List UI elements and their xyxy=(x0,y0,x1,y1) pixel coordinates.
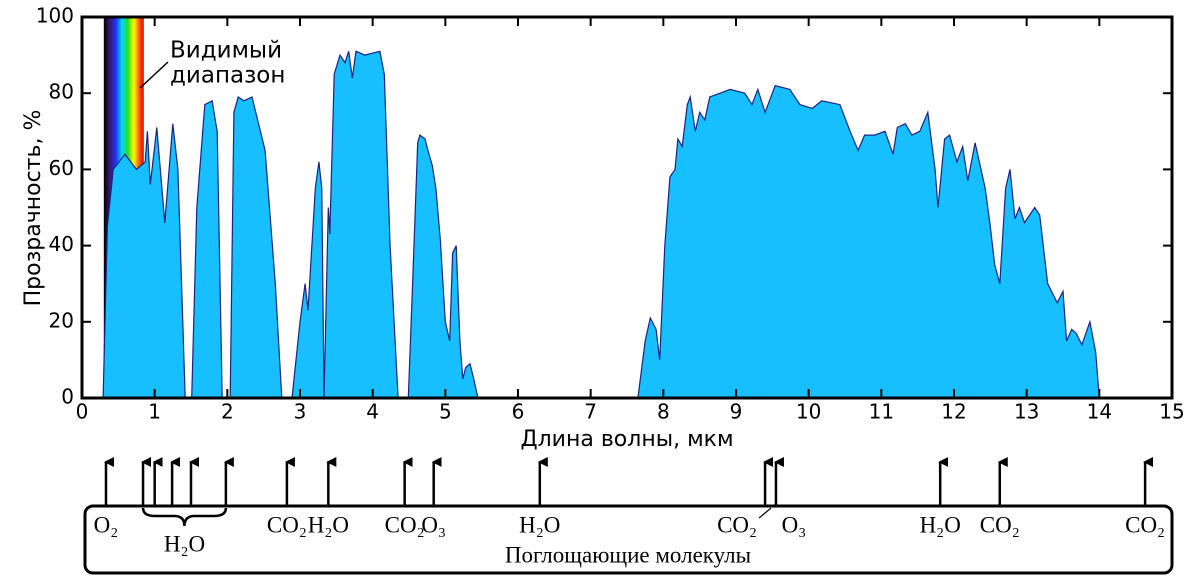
x-tick-label: 6 xyxy=(512,400,525,424)
y-tick-label: 0 xyxy=(61,385,74,409)
y-tick-label: 40 xyxy=(49,232,74,256)
x-tick-label: 9 xyxy=(730,400,743,424)
absorber-label: H₂O xyxy=(308,512,349,537)
transmittance-area xyxy=(102,50,1100,399)
absorber-label: O₃ xyxy=(421,512,446,537)
x-tick-label: 12 xyxy=(941,400,966,424)
absorber-label: H₂O xyxy=(164,531,205,556)
x-tick-label: 2 xyxy=(221,400,234,424)
x-tick-label: 7 xyxy=(584,400,597,424)
absorber-label: CO₂ xyxy=(717,512,757,537)
absorber-label: CO₂ xyxy=(1125,512,1165,537)
y-tick-label: 80 xyxy=(49,80,74,104)
annotation-leader xyxy=(139,61,169,89)
x-tick-label: 14 xyxy=(1087,400,1112,424)
y-tick-label: 100 xyxy=(36,4,74,28)
absorber-label: CO₂ xyxy=(267,512,307,537)
plot-frame xyxy=(80,15,1174,400)
x-tick-label: 8 xyxy=(657,400,670,424)
x-tick-label: 15 xyxy=(1159,400,1184,424)
absorber-box xyxy=(83,504,1174,575)
absorber-label: O₂ xyxy=(94,512,119,537)
x-tick-label: 5 xyxy=(439,400,452,424)
label-leader xyxy=(758,507,772,519)
y-tick-label: 60 xyxy=(49,156,74,180)
y-tick-label: 20 xyxy=(49,308,74,332)
annotation: диапазон xyxy=(170,63,285,89)
y-axis-label: Прозрачность, % xyxy=(21,110,46,307)
x-tick-label: 1 xyxy=(148,400,161,424)
x-tick-label: 13 xyxy=(1014,400,1039,424)
brace xyxy=(141,507,228,527)
absorber-label: H₂O xyxy=(920,512,961,537)
x-tick-label: 3 xyxy=(294,400,307,424)
x-axis-label: Длина волны, мкм xyxy=(520,427,733,452)
x-tick-label: 4 xyxy=(366,400,379,424)
x-tick-label: 0 xyxy=(76,400,89,424)
absorber-label: H₂O xyxy=(519,512,560,537)
x-tick-label: 10 xyxy=(796,400,821,424)
absorber-label: CO₂ xyxy=(385,512,425,537)
x-tick-label: 11 xyxy=(869,400,894,424)
annotation: Видимый xyxy=(170,38,282,64)
absorber-title: Поглощающие молекулы xyxy=(505,542,751,567)
absorber-label: CO₂ xyxy=(980,512,1020,537)
absorber-label: O₃ xyxy=(782,512,807,537)
